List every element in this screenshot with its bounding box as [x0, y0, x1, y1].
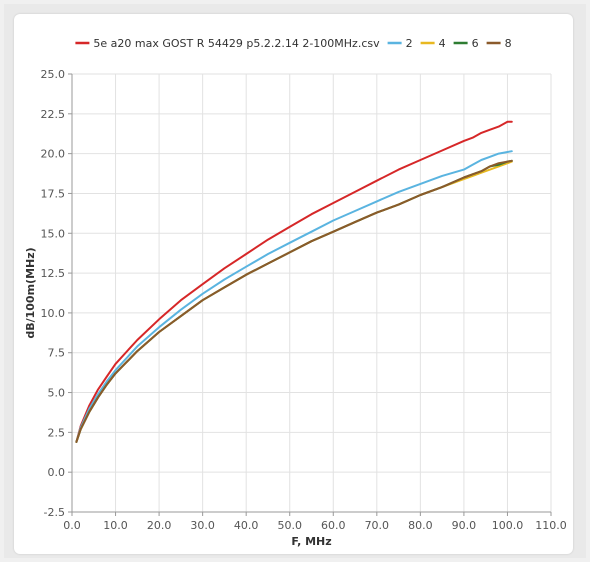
y-tick-label: 0.0 [48, 466, 66, 479]
x-tick-label: 110.0 [535, 519, 567, 532]
legend-item-0[interactable]: 5e a20 max GOST R 54429 p5.2.2.14 2-100M… [75, 37, 380, 50]
x-tick-label: 40.0 [234, 519, 259, 532]
x-tick-label: 80.0 [408, 519, 433, 532]
series-lines [75, 120, 513, 443]
series-line-0 [75, 120, 513, 443]
chart-card: -2.5 0.0 2.5 5.0 7.5 10.0 12.5 15.0 17.5 20.0 22.5… [14, 14, 573, 554]
x-tick-label: 90.0 [452, 519, 477, 532]
line-chart: -2.50.02.55.07.510.012.515.017.520.022.5… [24, 37, 567, 548]
x-axis-title: F, MHz [291, 535, 331, 548]
y-tick-label: 17.5 [41, 187, 66, 200]
series-line-1 [75, 150, 513, 443]
x-tick-label: 50.0 [277, 519, 302, 532]
y-tick-label: 2.5 [48, 426, 66, 439]
y-tick-label: 5.0 [48, 387, 66, 400]
y-tick-label: 20.0 [41, 148, 66, 161]
legend-label: 2 [406, 37, 413, 50]
x-tick-label: 20.0 [147, 519, 172, 532]
x-tick-label: 60.0 [321, 519, 346, 532]
legend-label: 6 [472, 37, 479, 50]
y-tick-label: 22.5 [41, 108, 66, 121]
y-tick-label: 15.0 [41, 227, 66, 240]
y-tick-labels: -2.5 0.0 2.5 5.0 7.5 10.0 12.5 15.0 17.5 20.0 22.5… [41, 68, 66, 519]
window-frame: -2.5 0.0 2.5 5.0 7.5 10.0 12.5 15.0 17.5 20.0 22.5… [4, 4, 586, 558]
series-line-3 [75, 159, 513, 443]
legend-label: 5e a20 max GOST R 54429 p5.2.2.14 2-100M… [93, 37, 380, 50]
x-tick-label: 100.0 [492, 519, 524, 532]
y-tick-label: 10.0 [41, 307, 66, 320]
x-tick-label: 0.0 [63, 519, 81, 532]
legend-label: 4 [439, 37, 446, 50]
y-tick-label: 25.0 [41, 68, 66, 81]
legend-item-3[interactable]: 6 [453, 37, 479, 50]
x-tick-label: 70.0 [365, 519, 390, 532]
y-tick-label: 12.5 [41, 267, 66, 280]
legend-item-1[interactable]: 2 [387, 37, 413, 50]
series-line-2 [75, 160, 513, 443]
y-axis-title: dB/100m(MHz) [24, 247, 37, 338]
legend: 5e a20 max GOST R 54429 p5.2.2.14 2-100M… [75, 37, 512, 50]
legend-item-2[interactable]: 4 [420, 37, 446, 50]
grid [71, 73, 552, 513]
x-tick-label: 10.0 [103, 519, 128, 532]
axes [68, 73, 552, 516]
legend-item-4[interactable]: 8 [486, 37, 512, 50]
legend-label: 8 [505, 37, 512, 50]
y-tick-label: -2.5 [44, 506, 65, 519]
y-tick-label: 7.5 [48, 347, 66, 360]
x-tick-label: 30.0 [190, 519, 215, 532]
x-tick-labels: 0.0 10.0 20.0 30.0 40.0 50.0 60.0 70.0 80.0 90.0 1… [63, 519, 567, 532]
series-line-4 [75, 159, 513, 443]
